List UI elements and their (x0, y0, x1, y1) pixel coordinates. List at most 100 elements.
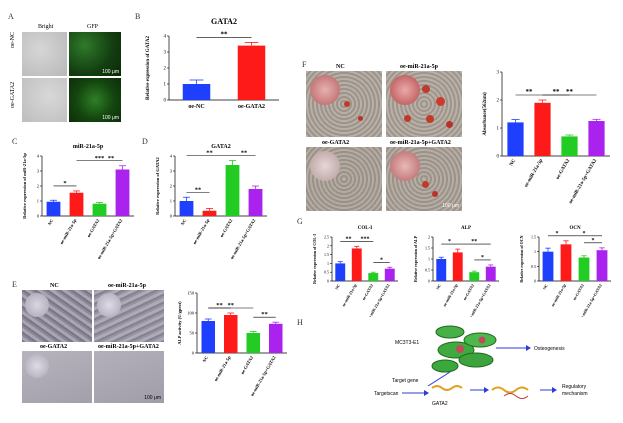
bar (452, 252, 463, 281)
y-tick-label: 0 (164, 99, 167, 104)
x-tick-label: oe-miR-21a-5p (550, 282, 567, 307)
bar (225, 165, 240, 216)
y-tick-label: 1.5 (324, 252, 329, 257)
target-gene-label: Target gene (392, 378, 419, 384)
cell-cluster (431, 325, 497, 373)
y-tick-label: 0 (170, 214, 173, 219)
f-image-oe-mir (386, 71, 462, 137)
bar (246, 333, 260, 353)
y-tick-label: 0.5 (425, 268, 430, 273)
chart-c: miR-21a-5p 0 1 2 3 4 Relative expression of mi… (22, 144, 134, 260)
e-label-oe-gata2: oe-GATA2 (40, 344, 68, 350)
sig-label: * (63, 180, 66, 187)
scale-bar: 100 μm (144, 395, 161, 401)
y-tick-label: 2 (497, 99, 500, 104)
bar (92, 203, 107, 216)
y-axis-label: Relative expression of COL-I (312, 234, 317, 284)
chart-g-alp: ALP 0 0.5 1 1.5 2 Relative expression of ALP NC… (413, 226, 499, 317)
y-tick-label: 3 (170, 169, 173, 174)
sig-label: ** (553, 88, 561, 96)
sig-label: ** (221, 30, 229, 38)
gfp-col-label: GFP (87, 24, 99, 30)
y-tick-label: 0 (192, 351, 195, 356)
scale-bar: 100 μm (102, 115, 119, 121)
x-tick-label: oe-GATA2 (571, 283, 584, 301)
mechanism-label: mechanism (562, 391, 588, 397)
sig-label: ** (346, 236, 352, 242)
chart-title: miR-21a-5p (73, 144, 104, 150)
sig-label: ** (195, 186, 202, 193)
bar (182, 84, 211, 100)
x-tick-label: oe-GATA2 (556, 158, 572, 180)
y-tick-label: 3 (497, 71, 500, 76)
bar (269, 323, 283, 353)
x-tick-label: NC (202, 355, 210, 363)
y-tick-label: 100 (187, 311, 195, 316)
panel-label-b: B (135, 12, 141, 21)
bar (384, 268, 395, 281)
x-tick-label: oe-GATA2 (86, 217, 101, 238)
sig-label: ** (566, 88, 574, 96)
x-tick-label: oe-miR-21a-5p (192, 218, 211, 246)
chart-title: COL-I (358, 226, 373, 231)
sig-label: * (592, 238, 595, 244)
sig-label: *** (95, 155, 105, 162)
x-tick-label: oe-GATA2 (361, 283, 374, 301)
bar (534, 102, 551, 156)
x-tick-label: oe-miR-21a-5p+GATA2 (249, 354, 277, 397)
y-tick-label: 4 (170, 154, 173, 159)
row-label-oe-gata2: oe-GATA2 (10, 81, 16, 108)
bar (436, 259, 447, 281)
f-label-oe-gata2: oe-GATA2 (322, 140, 350, 146)
y-tick-label: 0.5 (324, 270, 329, 275)
sig-label: ** (241, 150, 248, 157)
targetscan-label: Targetscan (374, 391, 399, 397)
f-image-combo: 100 μm (386, 147, 462, 211)
sig-label: ** (108, 155, 115, 162)
scale-bar: 100 μm (442, 203, 459, 209)
x-tick-label: NC (542, 283, 549, 291)
y-tick-label: 0.5 (531, 264, 536, 269)
x-tick-label: oe-miR-21a-5p (524, 158, 544, 188)
bar (542, 251, 554, 281)
x-tick-label: oe-miR-21a-5p (59, 218, 78, 246)
y-tick-label: 0 (327, 279, 329, 284)
y-tick-label: 150 (187, 291, 195, 296)
y-tick-label: 3 (164, 51, 167, 56)
e-image-nc (22, 290, 92, 342)
e-image-oe-mir (94, 290, 164, 342)
bar (201, 321, 215, 353)
x-tick-label: NC (47, 218, 55, 226)
panel-label-h: H (297, 318, 303, 327)
e-image-oe-gata2 (22, 351, 92, 403)
bar (351, 248, 362, 281)
y-tick-label: 0 (428, 279, 430, 284)
x-tick-label: NC (334, 283, 341, 291)
x-tick-label: oe-miR-21a-5p (213, 355, 232, 383)
bar (507, 122, 524, 156)
x-tick-label: oe-miR-21a-5p+GATA2 (569, 158, 599, 205)
y-tick-label: 0 (497, 155, 500, 160)
panel-label-f: F (302, 60, 307, 69)
y-tick-label: 4 (37, 154, 40, 159)
f-label-combo: oe-miR-21a-5p+GATA2 (390, 140, 451, 146)
chart-g-col1: COL-I 0 0.5 1 1.5 2 2.5 Relative expression of … (312, 226, 398, 317)
y-tick-label: 1.5 (425, 246, 430, 251)
chart-f: 0 1 2 3 Absorbance(562nm) NC oe-miR-21a-5p oe-G… (483, 71, 610, 205)
y-axis-label: Relative expression of GATA2 (146, 35, 151, 100)
f-image-oe-gata2 (306, 147, 382, 211)
y-tick-label: 1.5 (531, 235, 536, 240)
chart-b: GATA2 0 1 2 3 4 Relative expression of GATA2 oe… (146, 17, 279, 110)
e-label-oe-mir: oe-miR-21a-5p (108, 283, 146, 289)
bar (368, 273, 379, 281)
f-label-nc: NC (336, 64, 345, 70)
bar (115, 169, 130, 216)
chart-d: GATA2 0 1 2 3 4 Relative expression of GATA2 NC… (155, 144, 267, 260)
arrowhead (484, 387, 489, 393)
y-tick-label: 1 (428, 257, 430, 262)
e-label-combo: oe-miR-21a-5p+GATA2 (98, 344, 159, 350)
x-tick-label: NC (180, 218, 188, 226)
x-tick-label: oe-GATA2 (238, 104, 265, 110)
